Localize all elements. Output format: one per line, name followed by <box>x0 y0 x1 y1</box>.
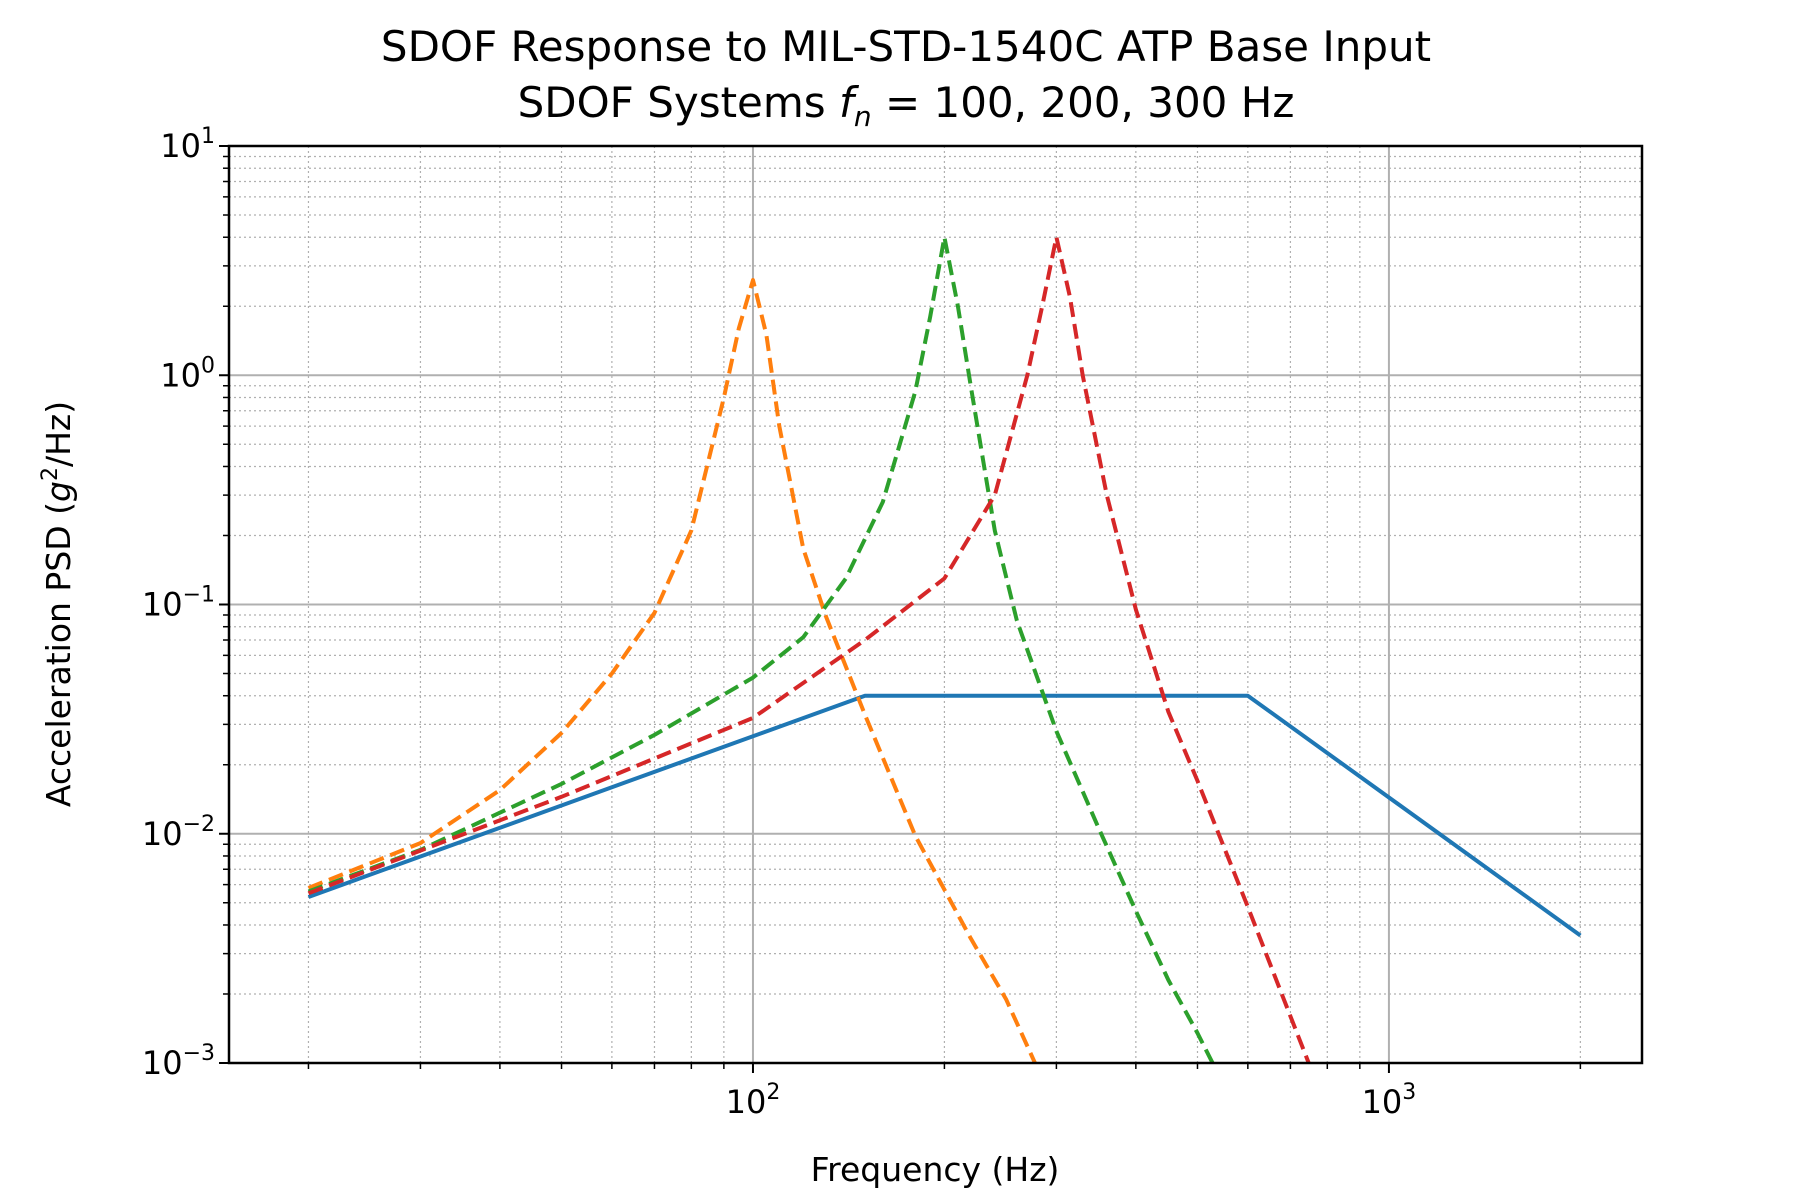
chart-title: SDOF Response to MIL-STD-1540C ATP Base … <box>381 22 1431 71</box>
y-tick-label: 100 <box>160 353 215 394</box>
y-tick-label: 10−2 <box>142 812 215 853</box>
x-axis-label: Frequency (Hz) <box>811 1150 1060 1189</box>
series-line-3 <box>307 235 1215 1063</box>
series-line-2 <box>307 278 1038 1063</box>
x-tick-label: 102 <box>726 1080 781 1121</box>
series-group <box>307 235 1582 1063</box>
x-tick-label: 103 <box>1362 1080 1417 1121</box>
chart-subtitle: SDOF Systems fn = 100, 200, 300 Hz <box>518 78 1295 133</box>
y-axis-label-prefix: Acceleration PSD ( <box>39 502 78 807</box>
y-axis-label-sup: 2 <box>38 467 63 481</box>
y-tick-label: 10−3 <box>142 1041 215 1082</box>
series-line-1 <box>307 693 1582 938</box>
ticks: 102 103 101 100 10−1 10−2 10−3 <box>142 124 1582 1121</box>
y-tick-label: 101 <box>160 124 215 165</box>
y-axis-label: Acceleration PSD (g2/Hz) <box>38 401 78 807</box>
series-line-4 <box>307 235 1311 1063</box>
y-tick-label: 10−1 <box>142 583 215 624</box>
grid <box>229 145 1642 1064</box>
y-axis-label-suffix: /Hz) <box>39 401 78 467</box>
chart-subtitle-sub: n <box>854 100 872 133</box>
chart-subtitle-suffix: = 100, 200, 300 Hz <box>872 78 1295 127</box>
y-axis-label-var: g <box>39 481 78 502</box>
chart-subtitle-prefix: SDOF Systems <box>518 78 839 127</box>
